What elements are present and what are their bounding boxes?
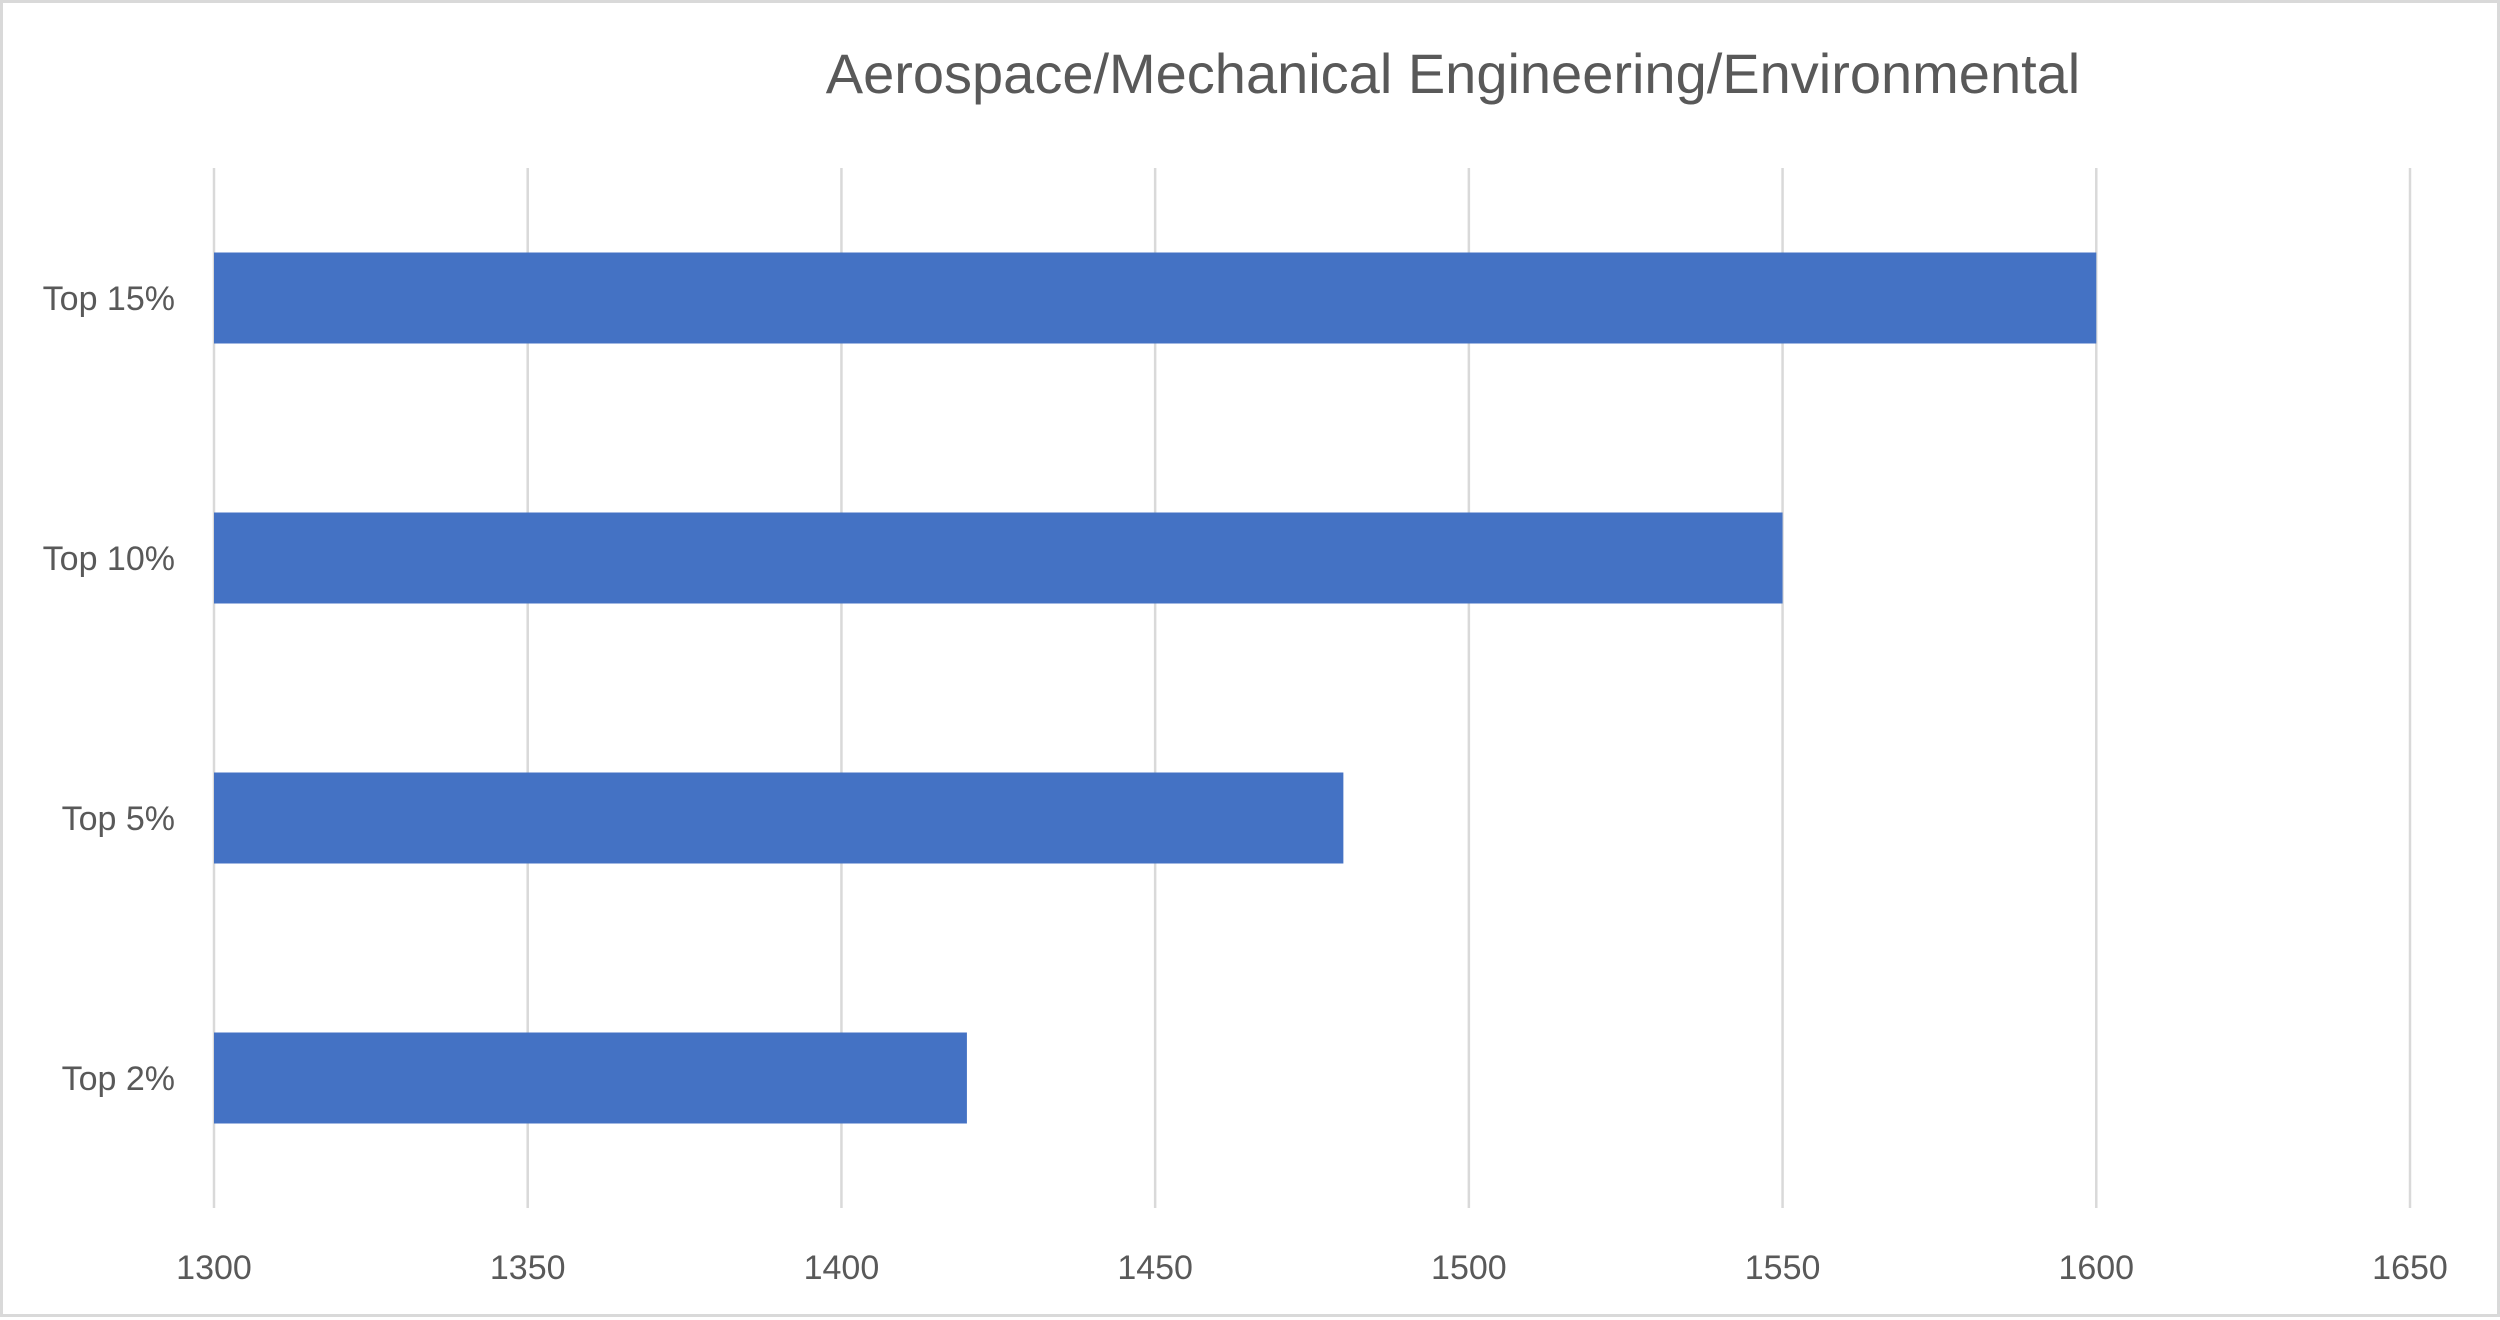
x-tick-label: 1500 (1431, 1249, 1507, 1287)
x-tick-label: 1650 (2372, 1249, 2448, 1287)
category-label: Top 15% (43, 280, 175, 318)
x-tick-label: 1400 (804, 1249, 880, 1287)
x-tick-label: 1600 (2058, 1249, 2134, 1287)
chart-title: Aerospace/Mechanical Engineering/Environ… (826, 42, 2081, 105)
bar (214, 1032, 967, 1124)
category-label: Top 10% (43, 540, 175, 578)
x-tick-label: 1300 (176, 1249, 252, 1287)
category-label: Top 5% (62, 800, 175, 838)
bar (214, 252, 2097, 344)
x-tick-label: 1450 (1117, 1249, 1193, 1287)
bar (214, 772, 1344, 864)
category-label: Top 2% (62, 1060, 175, 1098)
bar-chart: Aerospace/Mechanical Engineering/Environ… (43, 42, 2448, 1287)
x-tick-labels: 1300 1350 1400 1450 1500 1550 1600 1650 (176, 1249, 2448, 1287)
bars (214, 252, 2097, 1124)
x-tick-label: 1350 (490, 1249, 566, 1287)
bar (214, 512, 1783, 604)
category-labels: Top 15% Top 10% Top 5% Top 2% (43, 280, 175, 1098)
x-tick-label: 1550 (1745, 1249, 1821, 1287)
